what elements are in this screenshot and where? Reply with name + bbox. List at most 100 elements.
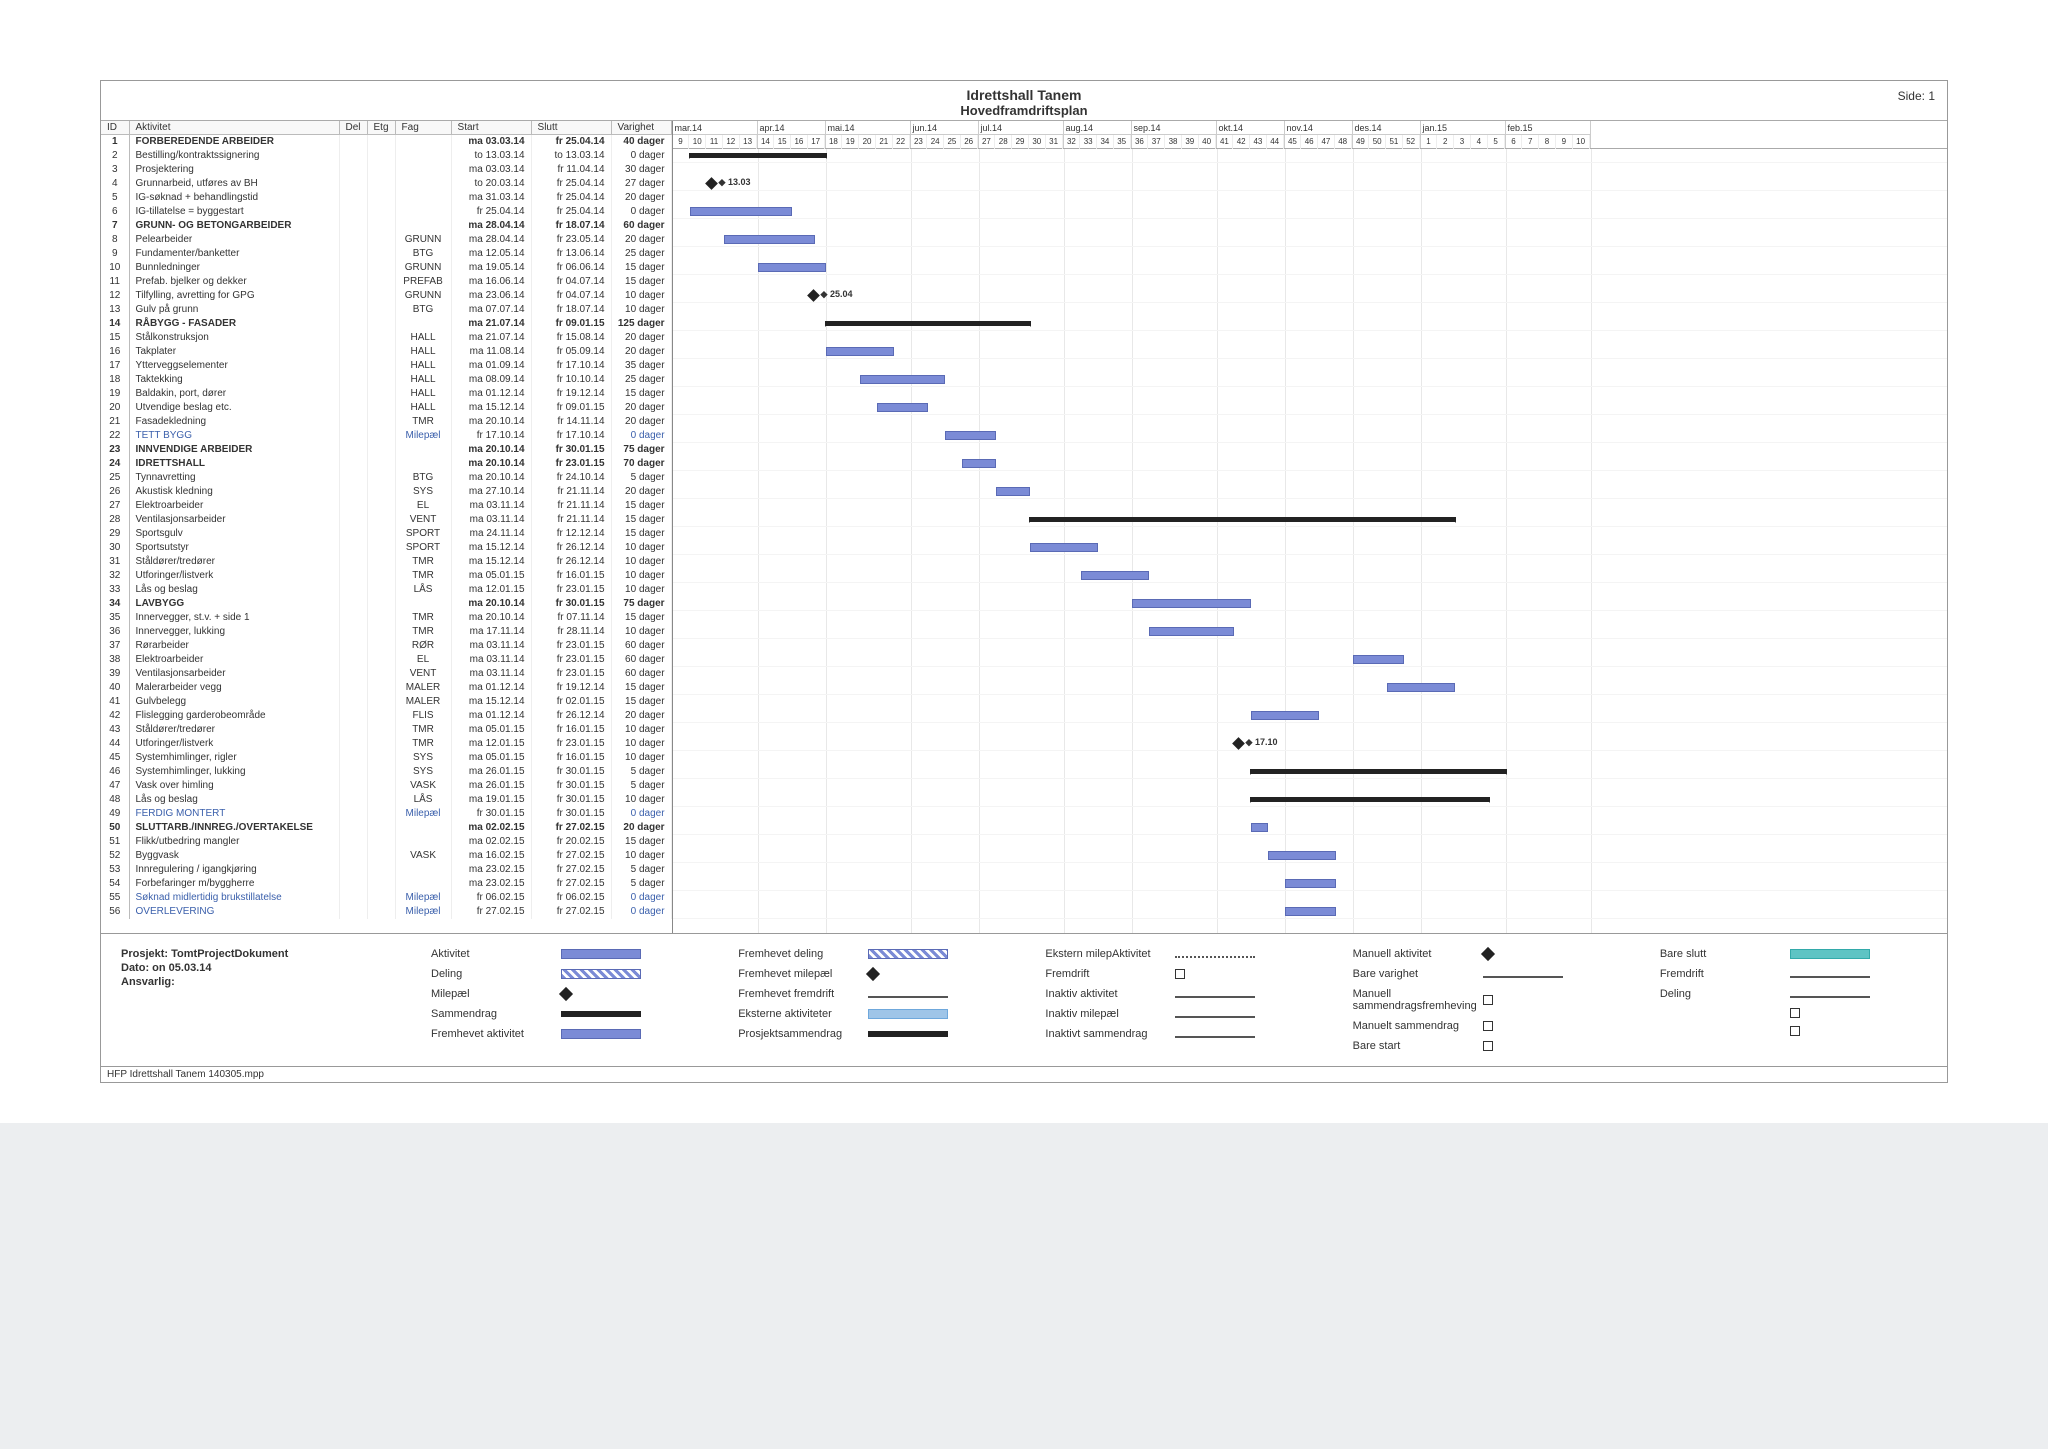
milestone-icon <box>705 177 718 190</box>
task-row: 1FORBEREDENDE ARBEIDERma 03.03.14fr 25.0… <box>101 135 671 150</box>
task-row: 56OVERLEVERINGMilepælfr 27.02.15fr 27.02… <box>101 905 671 919</box>
task-row: 21FasadekledningTMRma 20.10.14fr 14.11.1… <box>101 415 671 429</box>
task-row: 48Lås og beslagLÅSma 19.01.15fr 30.01.15… <box>101 793 671 807</box>
task-row: 47Vask over himlingVASKma 26.01.15fr 30.… <box>101 779 671 793</box>
task-row: 55Søknad midlertidig brukstillatelseMile… <box>101 891 671 905</box>
col-start: Start <box>451 121 531 135</box>
legend-item: Manuell sammendragsfremheving <box>1353 988 1620 1012</box>
gantt-bar <box>1081 571 1149 580</box>
task-row: 36Innervegger, lukkingTMRma 17.11.14fr 2… <box>101 625 671 639</box>
gantt-bar <box>1353 655 1404 664</box>
task-row: 20Utvendige beslag etc.HALLma 15.12.14fr… <box>101 401 671 415</box>
task-row: 5IG-søknad + behandlingstidma 31.03.14fr… <box>101 191 671 205</box>
project-title: Idrettshall Tanem <box>101 87 1947 103</box>
task-row: 9Fundamenter/banketterBTGma 12.05.14fr 1… <box>101 247 671 261</box>
legend-item: Fremdrift <box>1045 968 1312 980</box>
task-row: 4Grunnarbeid, utføres av BHto 20.03.14fr… <box>101 177 671 191</box>
task-row: 50SLUTTARB./INNREG./OVERTAKELSEma 02.02.… <box>101 821 671 835</box>
task-row: 17YtterveggselementerHALLma 01.09.14fr 1… <box>101 359 671 373</box>
task-row: 51Flikk/utbedring manglerma 02.02.15fr 2… <box>101 835 671 849</box>
gantt-bar <box>1285 907 1336 916</box>
task-row: 28VentilasjonsarbeiderVENTma 03.11.14fr … <box>101 513 671 527</box>
task-row: 43Ståldører/tredørerTMRma 05.01.15fr 16.… <box>101 723 671 737</box>
legend-item: Fremhevet deling <box>738 948 1005 960</box>
legend-project-info: Prosjekt: TomtProjectDokument Dato: on 0… <box>121 948 371 1052</box>
page: Side: 1 Idrettshall Tanem Hovedframdrift… <box>0 0 2048 1123</box>
gantt-bar <box>724 235 816 244</box>
footer-filename: HFP Idrettshall Tanem 140305.mpp <box>101 1066 1947 1082</box>
task-row: 35Innervegger, st.v. + side 1TMRma 20.10… <box>101 611 671 625</box>
task-row: 16TakplaterHALLma 11.08.14fr 05.09.1420 … <box>101 345 671 359</box>
legend-item: Deling <box>1660 988 1927 1000</box>
gantt-bar <box>1251 823 1268 832</box>
legend-item: Inaktiv milepæl <box>1045 1008 1312 1020</box>
task-row: 3Prosjekteringma 03.03.14fr 11.04.1430 d… <box>101 163 671 177</box>
legend-item: Eksterne aktiviteter <box>738 1008 1005 1020</box>
gantt-bar <box>860 375 945 384</box>
timeline-header: mar.14910111213apr.1414151617mai.1418192… <box>673 121 1947 149</box>
gantt-bar <box>1387 683 1455 692</box>
task-row: 53Innregulering / igangkjøringma 23.02.1… <box>101 863 671 877</box>
summary-bar <box>826 321 1030 326</box>
legend-item: Inaktiv aktivitet <box>1045 988 1312 1000</box>
legend-item <box>1660 1008 1927 1018</box>
task-row: 38ElektroarbeiderELma 03.11.14fr 23.01.1… <box>101 653 671 667</box>
task-row: 30SportsutstyrSPORTma 15.12.14fr 26.12.1… <box>101 541 671 555</box>
task-row: 2Bestilling/kontraktssigneringto 13.03.1… <box>101 149 671 163</box>
gantt-bar <box>1149 627 1234 636</box>
task-row: 25TynnavrettingBTGma 20.10.14fr 24.10.14… <box>101 471 671 485</box>
task-table: ID Aktivitet Del Etg Fag Start Slutt Var… <box>101 121 673 933</box>
task-row: 11Prefab. bjelker og dekkerPREFABma 16.0… <box>101 275 671 289</box>
gantt-bar <box>962 459 996 468</box>
task-row: 10BunnledningerGRUNNma 19.05.14fr 06.06.… <box>101 261 671 275</box>
gantt-bar <box>1030 543 1098 552</box>
gantt-chart: mar.14910111213apr.1414151617mai.1418192… <box>673 121 1947 933</box>
col-etg: Etg <box>367 121 395 135</box>
legend-item: Deling <box>431 968 698 980</box>
legend-item: Bare varighet <box>1353 968 1620 980</box>
task-row: 13Gulv på grunnBTGma 07.07.14fr 18.07.14… <box>101 303 671 317</box>
task-row: 54Forbefaringer m/byggherrema 23.02.15fr… <box>101 877 671 891</box>
legend-item: Manuell aktivitet <box>1353 948 1620 960</box>
gantt-bar <box>1251 711 1319 720</box>
legend-item: Inaktivt sammendrag <box>1045 1028 1312 1040</box>
legend: Prosjekt: TomtProjectDokument Dato: on 0… <box>101 933 1947 1066</box>
legend-item <box>1660 1026 1927 1036</box>
milestone-label: ◆ 13.03 <box>719 177 751 188</box>
task-row: 44Utforinger/listverkTMRma 12.01.15fr 23… <box>101 737 671 751</box>
summary-bar <box>1251 797 1489 802</box>
col-id: ID <box>101 121 129 135</box>
task-row: 22TETT BYGGMilepælfr 17.10.14fr 17.10.14… <box>101 429 671 443</box>
summary-bar <box>690 153 826 158</box>
task-row: 6IG-tillatelse = byggestartfr 25.04.14fr… <box>101 205 671 219</box>
task-row: 27ElektroarbeiderELma 03.11.14fr 21.11.1… <box>101 499 671 513</box>
legend-item: Fremhevet fremdrift <box>738 988 1005 1000</box>
legend-item: Bare slutt <box>1660 948 1927 960</box>
gantt-bar <box>1268 851 1336 860</box>
gantt-bar <box>1285 879 1336 888</box>
page-number: Side: 1 <box>1898 89 1935 103</box>
legend-item: Fremhevet milepæl <box>738 968 1005 980</box>
col-del: Del <box>339 121 367 135</box>
gantt-sheet: Side: 1 Idrettshall Tanem Hovedframdrift… <box>100 80 1948 1083</box>
title-bar: Idrettshall Tanem Hovedframdriftsplan <box>101 81 1947 121</box>
summary-bar <box>1251 769 1506 774</box>
legend-item: Manuelt sammendrag <box>1353 1020 1620 1032</box>
task-row: 37RørarbeiderRØRma 03.11.14fr 23.01.1560… <box>101 639 671 653</box>
task-row: 8PelearbeiderGRUNNma 28.04.14fr 23.05.14… <box>101 233 671 247</box>
gantt-bar <box>758 263 826 272</box>
task-row: 34LAVBYGGma 20.10.14fr 30.01.1575 dager <box>101 597 671 611</box>
gantt-bar <box>996 487 1030 496</box>
task-row: 32Utforinger/listverkTMRma 05.01.15fr 16… <box>101 569 671 583</box>
task-row: 52ByggvaskVASKma 16.02.15fr 27.02.1510 d… <box>101 849 671 863</box>
task-row: 42Flislegging garderobeområdeFLISma 01.1… <box>101 709 671 723</box>
legend-item: Prosjektsammendrag <box>738 1028 1005 1040</box>
gantt-bar <box>945 431 996 440</box>
task-row: 14RÅBYGG - FASADERma 21.07.14fr 09.01.15… <box>101 317 671 331</box>
task-row: 12Tilfylling, avretting for GPGGRUNNma 2… <box>101 289 671 303</box>
task-row: 31Ståldører/tredørerTMRma 15.12.14fr 26.… <box>101 555 671 569</box>
task-row: 23INNVENDIGE ARBEIDERma 20.10.14fr 30.01… <box>101 443 671 457</box>
task-row: 7GRUNN- OG BETONGARBEIDERma 28.04.14fr 1… <box>101 219 671 233</box>
col-activity: Aktivitet <box>129 121 339 135</box>
legend-date: Dato: on 05.03.14 <box>121 962 371 974</box>
